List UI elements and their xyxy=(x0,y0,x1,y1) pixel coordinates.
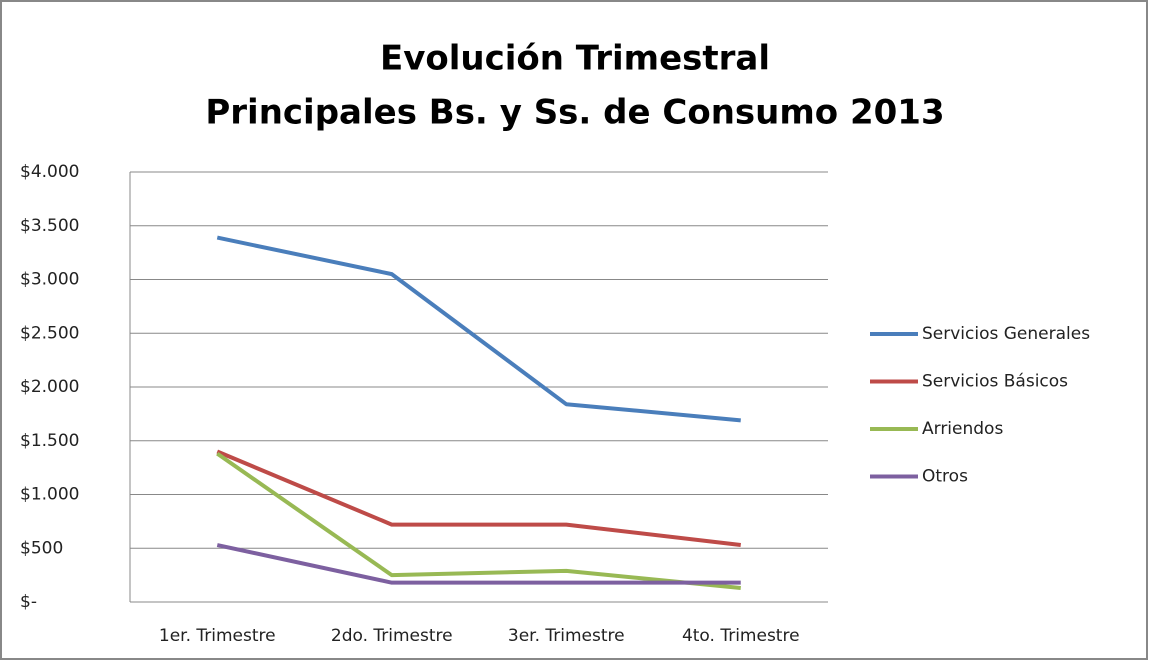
x-tick-label: 2do. Trimestre xyxy=(331,626,453,646)
y-tick-label: $4.000 xyxy=(20,162,79,182)
x-tick-label: 3er. Trimestre xyxy=(508,626,625,646)
series-line xyxy=(216,452,741,591)
y-tick-label: $500 xyxy=(20,538,63,558)
y-tick-label: $1.000 xyxy=(20,485,79,505)
y-tick-label: $2.000 xyxy=(20,377,79,397)
legend-label: Servicios Básicos xyxy=(922,372,1068,392)
y-tick-label: $- xyxy=(20,592,37,612)
y-tick-label: $1.500 xyxy=(20,431,79,451)
x-tick-label: 4to. Trimestre xyxy=(682,626,800,646)
series-line xyxy=(216,449,741,548)
legend-label: Servicios Generales xyxy=(922,324,1090,344)
y-tick-label: $3.000 xyxy=(20,270,79,290)
legend-label: Otros xyxy=(922,467,968,487)
y-tick-label: $2.500 xyxy=(20,323,79,343)
x-tick-label: 1er. Trimestre xyxy=(159,626,276,646)
series-line xyxy=(216,543,741,585)
series-line xyxy=(216,235,741,423)
chart-title: Evolución Trimestral xyxy=(380,39,770,79)
legend-label: Arriendos xyxy=(922,419,1003,439)
chart-title: Principales Bs. y Ss. de Consumo 2013 xyxy=(205,93,944,133)
y-tick-label: $3.500 xyxy=(20,216,79,236)
